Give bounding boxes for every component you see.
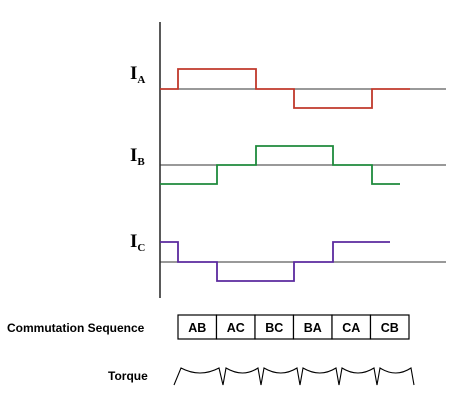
label-phase-b: IB — [130, 145, 145, 168]
torque-ripple-waveform — [173, 367, 415, 386]
commutation-sequence-boxes: AB AC BC BA CA CB — [177, 314, 410, 340]
sequence-label-ca: CA — [342, 321, 360, 335]
sequence-label-bc: BC — [265, 321, 283, 335]
sequence-label-ac: AC — [227, 321, 245, 335]
sequence-label-cb: CB — [381, 321, 399, 335]
label-phase-c: IC — [130, 231, 145, 254]
sequence-box-bc — [254, 314, 295, 340]
sequence-label-ab: AB — [188, 321, 206, 335]
sequence-label-ba: BA — [304, 321, 322, 335]
commutation-sequence-label: Commutation Sequence — [7, 321, 145, 335]
sequence-box-ba — [292, 314, 333, 340]
sequence-box-cb — [369, 314, 410, 340]
torque-label: Torque — [108, 369, 148, 383]
sequence-box-ac — [215, 314, 256, 340]
waveform-phase-a — [160, 68, 410, 109]
waveform-phase-b — [160, 145, 400, 185]
waveform-phase-c — [160, 241, 390, 282]
label-phase-a: IA — [130, 63, 145, 86]
sequence-box-ab — [177, 314, 218, 340]
sequence-box-ca — [331, 314, 372, 340]
